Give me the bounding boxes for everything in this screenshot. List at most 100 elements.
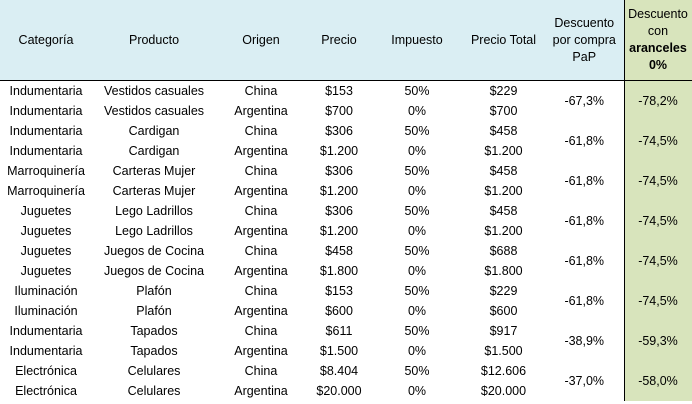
- header-descuento-aranceles-line3: aranceles: [629, 41, 687, 55]
- cell-descuento-aranceles: -74,5%: [623, 201, 692, 241]
- cell-origen: China: [244, 124, 278, 138]
- cell-descuento-pap: -38,9%: [564, 334, 605, 348]
- cell-origen: Argentina: [234, 184, 288, 198]
- table-row: Iluminación Plafón Argentina $600 0% $600: [0, 301, 692, 321]
- cell-precio-total: $1.200: [484, 224, 523, 238]
- cell-impuesto: 0%: [407, 104, 427, 118]
- cell-origen: China: [244, 364, 278, 378]
- cell-origen: Argentina: [234, 384, 288, 398]
- table-row: Juguetes Juegos de Cocina Argentina $1.800 0…: [0, 261, 692, 281]
- cell-precio-total: $917: [489, 324, 518, 338]
- table-row: Marroquinería Carteras Mujer Argentina $1.2…: [0, 181, 692, 201]
- cell-impuesto: 0%: [407, 224, 427, 238]
- cell-descuento-pap: -61,8%: [564, 254, 605, 268]
- cell-categoria: Indumentaria: [9, 124, 83, 138]
- table-row: Juguetes Juegos de Cocina China $458 50% $688…: [0, 241, 692, 281]
- cell-impuesto: 50%: [404, 244, 430, 258]
- cell-origen: Argentina: [234, 264, 288, 278]
- header-precio-total: Precio Total: [462, 0, 545, 81]
- table-row: Indumentaria Vestidos casuales China $153 50…: [0, 80, 692, 121]
- cell-impuesto: 50%: [404, 284, 430, 298]
- table-row: Electrónica Celulares Argentina $20.000 0% $2…: [0, 381, 692, 401]
- header-descuento-pap: Descuento por compra PaP: [545, 0, 624, 81]
- cell-descuento-aranceles: -58,0%: [623, 361, 692, 401]
- cell-precio: $1.200: [319, 184, 359, 198]
- cell-impuesto: 50%: [404, 324, 430, 338]
- cell-impuesto: 0%: [407, 144, 427, 158]
- cell-categoria: Indumentaria: [9, 344, 83, 358]
- cell-categoria: Marroquinería: [7, 184, 85, 198]
- cell-precio: $153: [325, 84, 353, 98]
- header-descuento-aranceles-line2: con: [647, 24, 669, 38]
- cell-impuesto: 0%: [407, 184, 427, 198]
- cell-producto: Juegos de Cocina: [103, 244, 205, 258]
- cell-origen: Argentina: [234, 304, 288, 318]
- cell-impuesto: 0%: [407, 264, 427, 278]
- cell-precio: $306: [325, 124, 353, 138]
- cell-descuento-aranceles: -74,5%: [623, 241, 692, 281]
- cell-descuento-pap: -61,8%: [564, 214, 605, 228]
- cell-producto: Lego Ladrillos: [115, 204, 193, 218]
- cell-categoria: Indumentaria: [9, 84, 83, 98]
- cell-impuesto: 0%: [407, 304, 427, 318]
- cell-producto: Carteras Mujer: [112, 184, 196, 198]
- table-row: Marroquinería Carteras Mujer China $306 50% $…: [0, 161, 692, 201]
- table-row: Indumentaria Cardigan China $306 50% $458 -61,…: [0, 121, 692, 161]
- cell-precio-total: $700: [489, 104, 518, 118]
- cell-producto: Vestidos casuales: [103, 84, 205, 98]
- cell-producto: Plafón: [136, 284, 172, 298]
- table-body: Indumentaria Vestidos casuales China $153 50…: [0, 80, 692, 401]
- cell-categoria: Juguetes: [20, 244, 72, 258]
- cell-origen: China: [244, 244, 278, 258]
- cell-categoria: Marroquinería: [7, 164, 85, 178]
- cell-impuesto: 0%: [407, 384, 427, 398]
- header-origen: Origen: [216, 0, 306, 81]
- cell-categoria: Iluminación: [14, 284, 78, 298]
- cell-precio: $20.000: [316, 384, 362, 398]
- cell-origen: China: [244, 284, 278, 298]
- cell-precio-total: $458: [489, 124, 518, 138]
- cell-descuento-aranceles: -74,5%: [623, 161, 692, 201]
- cell-precio-total: $1.200: [484, 144, 523, 158]
- cell-categoria: Electrónica: [15, 364, 77, 378]
- header-precio: Precio: [306, 0, 372, 81]
- cell-producto: Cardigan: [128, 124, 180, 138]
- cell-categoria: Electrónica: [15, 384, 77, 398]
- cell-precio: $1.500: [319, 344, 359, 358]
- cell-origen: Argentina: [234, 144, 288, 158]
- cell-descuento-aranceles: -59,3%: [623, 321, 692, 361]
- cell-precio-total: $229: [489, 284, 518, 298]
- cell-producto: Celulares: [127, 364, 181, 378]
- cell-precio-total: $458: [489, 164, 518, 178]
- cell-precio-total: $458: [489, 204, 518, 218]
- cell-producto: Celulares: [127, 384, 181, 398]
- header-row: Categoría Producto Origen Precio Impuest…: [0, 0, 692, 81]
- cell-precio-total: $229: [489, 84, 518, 98]
- cell-impuesto: 50%: [404, 164, 430, 178]
- header-descuento-aranceles-line4: 0%: [648, 58, 668, 72]
- table-row: Indumentaria Cardigan Argentina $1.200 0% $1.…: [0, 141, 692, 161]
- cell-categoria: Juguetes: [20, 224, 72, 238]
- cell-precio: $153: [325, 284, 353, 298]
- cell-descuento-pap: -67,3%: [564, 94, 605, 108]
- cell-categoria: Juguetes: [20, 264, 72, 278]
- cell-precio-total: $20.000: [480, 384, 527, 398]
- cell-precio: $458: [325, 244, 353, 258]
- cell-categoria: Indumentaria: [9, 104, 83, 118]
- cell-descuento-aranceles: -74,5%: [623, 281, 692, 321]
- header-categoria: Categoría: [0, 0, 92, 81]
- cell-producto: Vestidos casuales: [103, 104, 205, 118]
- cell-descuento-pap: -61,8%: [564, 294, 605, 308]
- cell-producto: Tapados: [130, 344, 178, 358]
- table-row: Indumentaria Tapados Argentina $1.500 0% $1.5…: [0, 341, 692, 361]
- table-row: Indumentaria Vestidos casuales Argentina $7…: [0, 101, 692, 121]
- cell-precio-total: $688: [489, 244, 518, 258]
- cell-producto: Cardigan: [128, 144, 180, 158]
- cell-origen: China: [244, 164, 278, 178]
- cell-descuento-pap: -61,8%: [564, 174, 605, 188]
- cell-origen: Argentina: [234, 344, 288, 358]
- cell-producto: Juegos de Cocina: [103, 264, 205, 278]
- header-producto: Producto: [92, 0, 216, 81]
- cell-precio: $600: [325, 304, 353, 318]
